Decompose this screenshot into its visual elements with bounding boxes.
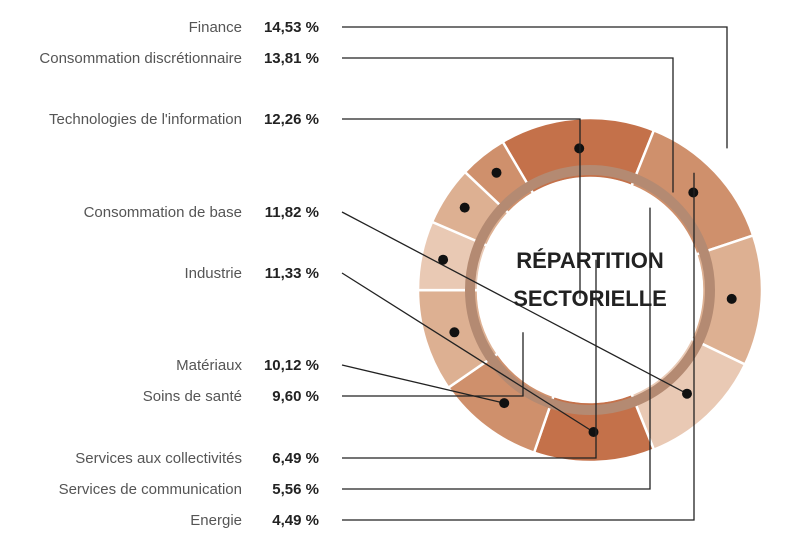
leader-line-energie xyxy=(342,172,695,521)
leader-dot-services-aux-collectivites xyxy=(438,254,449,265)
label-industrie: Industrie xyxy=(184,265,242,282)
leader-line-materiaux xyxy=(341,364,505,404)
value-services-de-communication: 5,56 % xyxy=(272,481,319,498)
label-energie: Energie xyxy=(190,512,242,529)
label-finance: Finance xyxy=(189,19,242,36)
label-soins-de-sante: Soins de santé xyxy=(143,388,242,405)
leader-dot-industrie xyxy=(588,427,599,437)
chart-title-line-2: SECTORIELLE xyxy=(513,286,667,311)
leader-line-soins-de-sante xyxy=(342,332,524,397)
leader-line-services-de-communication xyxy=(342,207,651,490)
value-services-aux-collectivites: 6,49 % xyxy=(272,450,319,467)
value-technologies-de-l-information: 12,26 % xyxy=(264,111,319,128)
leader-dot-consommation-discretionnaire xyxy=(688,187,699,198)
label-services-aux-collectivites: Services aux collectivités xyxy=(75,450,242,467)
value-soins-de-sante: 9,60 % xyxy=(272,388,319,405)
value-energie: 4,49 % xyxy=(272,512,319,529)
legend-labels: Finance 14,53 % Consommation discrétionnai… xyxy=(39,19,319,529)
label-technologies-de-l-information: Technologies de l'information xyxy=(49,111,242,128)
value-finance: 14,53 % xyxy=(264,19,319,36)
leader-line-industrie xyxy=(341,272,594,433)
inner-ring xyxy=(465,165,715,415)
value-consommation-de-base: 11,82 % xyxy=(265,204,319,221)
value-materiaux: 10,12 % xyxy=(264,357,319,374)
leader-lines xyxy=(341,26,737,521)
leader-dot-materiaux xyxy=(499,398,510,409)
leader-dot-technologies-de-l-information xyxy=(726,293,737,304)
donut-hole xyxy=(477,177,703,403)
leader-dot-energie xyxy=(491,167,502,178)
leader-line-technologies-de-l-information xyxy=(342,118,581,299)
label-services-de-communication: Services de communication xyxy=(59,481,242,498)
leader-dot-finance xyxy=(574,143,585,154)
chart-title: RÉPARTITION xyxy=(516,248,663,273)
leader-dot-soins-de-sante xyxy=(449,327,460,338)
label-materiaux: Matériaux xyxy=(176,357,242,374)
label-consommation-de-base: Consommation de base xyxy=(84,204,242,221)
value-consommation-discretionnaire: 13,81 % xyxy=(264,50,319,67)
leader-dot-consommation-de-base xyxy=(682,388,692,399)
leader-line-services-aux-collectivites xyxy=(342,259,597,459)
leader-dot-services-de-communication xyxy=(459,202,470,213)
label-consommation-discretionnaire: Consommation discrétionnaire xyxy=(39,50,242,67)
leader-line-consommation-discretionnaire xyxy=(342,57,674,193)
leader-line-finance xyxy=(342,26,728,149)
value-industrie: 11,33 % xyxy=(265,265,319,282)
leader-line-consommation-de-base xyxy=(341,211,688,395)
